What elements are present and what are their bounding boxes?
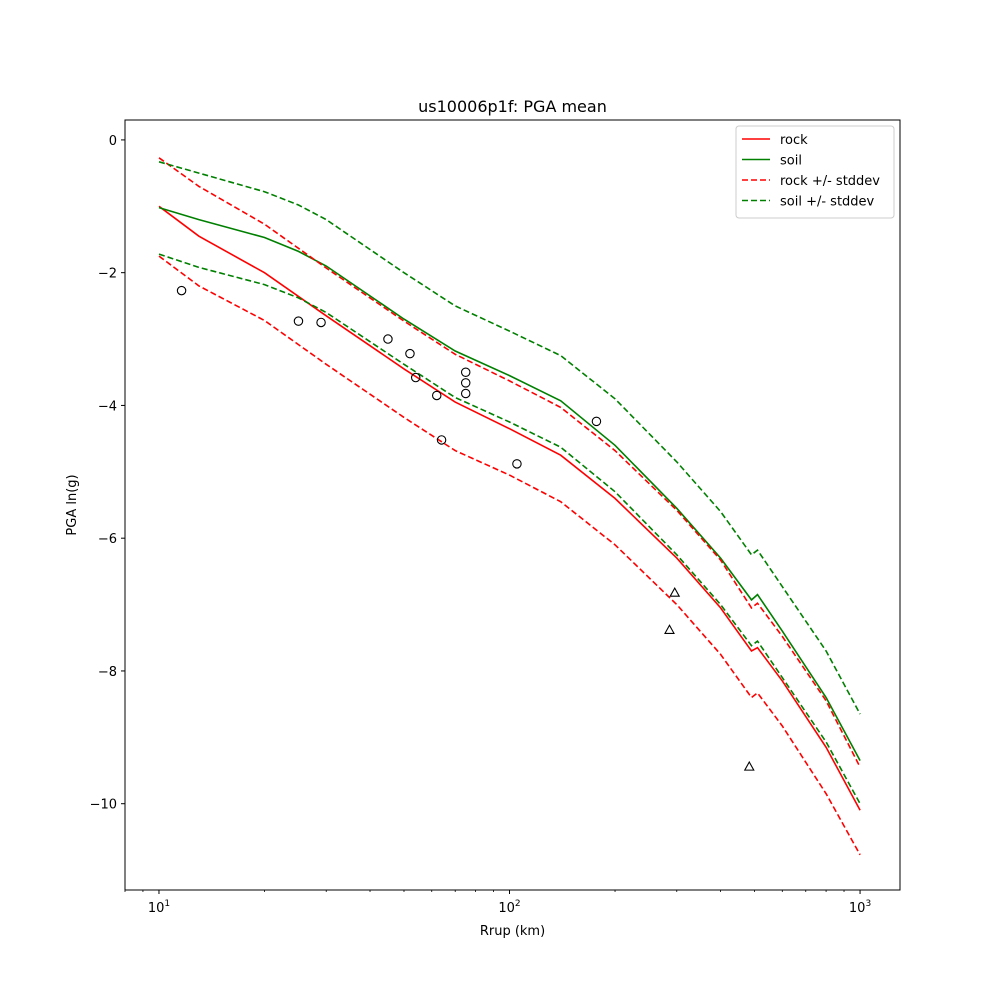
data-point-circle <box>460 367 471 377</box>
x-axis: 101 102 103 <box>124 890 871 916</box>
series-line-rock-lower <box>158 255 861 856</box>
legend-label-rock-stddev: rock +/- stddev <box>780 174 880 189</box>
y-tick-label: −4 <box>98 399 117 414</box>
data-point-triangle <box>743 760 755 771</box>
series-line-soil-lower <box>158 253 861 805</box>
chart-title: us10006p1f: PGA mean <box>418 97 607 116</box>
x-tick-label: 103 <box>849 899 871 916</box>
data-point-triangle <box>664 624 675 634</box>
legend: rock soil rock +/- stddev soil +/- stddev <box>735 125 895 219</box>
legend-box <box>735 125 895 219</box>
data-point-circle <box>460 378 471 388</box>
x-tick-label: 102 <box>498 899 520 916</box>
y-tick-label: −8 <box>98 665 117 680</box>
data-point-circle <box>512 459 522 469</box>
data-point-triangle <box>669 586 681 597</box>
legend-label-soil: soil <box>780 154 802 169</box>
x-tick-label: 101 <box>148 899 170 916</box>
data-point-circle <box>316 317 326 328</box>
data-point-circle <box>460 388 471 399</box>
data-point-circle <box>293 316 304 326</box>
series-line-rock-stddev <box>158 157 861 768</box>
series-line-rock <box>158 205 861 811</box>
data-point-circle <box>431 390 442 401</box>
legend-label-soil-stddev: soil +/- stddev <box>780 195 875 210</box>
y-tick-label: −10 <box>90 798 117 813</box>
data-point-circle <box>405 348 415 359</box>
data-point-circle <box>176 285 187 296</box>
series-line-soil <box>158 206 861 761</box>
y-tick-label: −6 <box>98 532 117 547</box>
x-axis-label: Rrup (km) <box>480 924 545 939</box>
legend-label-rock: rock <box>780 133 808 148</box>
y-axis: 0 −2 −4 −6 −8 −10 <box>90 134 125 813</box>
data-point-circle <box>591 416 602 427</box>
y-axis-label: PGA ln(g) <box>65 474 80 535</box>
data-point-circle <box>410 372 421 383</box>
series-line-soil-stddev <box>158 161 861 715</box>
data-point-circle <box>383 334 393 344</box>
data-point-circle <box>436 435 447 445</box>
plot-area-frame <box>124 119 901 891</box>
y-tick-label: −2 <box>98 267 117 282</box>
y-tick-label: 0 <box>109 134 117 149</box>
